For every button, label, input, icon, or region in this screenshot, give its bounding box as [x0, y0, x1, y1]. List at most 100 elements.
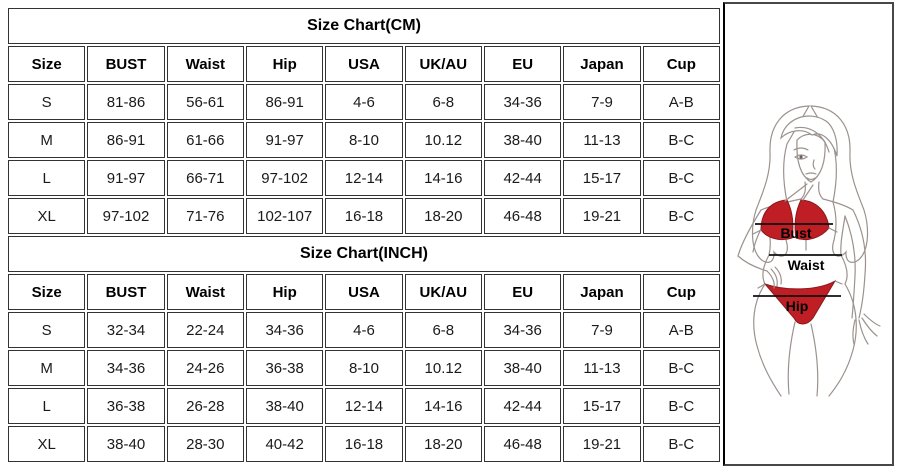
- size-cell: XL: [8, 198, 86, 234]
- value-cell: 34-36: [483, 84, 562, 120]
- nose: [812, 159, 816, 170]
- value-cell: 40-42: [245, 426, 324, 462]
- leg-right-outer: [828, 283, 857, 397]
- value-cell: 34-36: [87, 350, 165, 386]
- section-title: Size Chart(CM): [8, 8, 720, 44]
- value-cell: 46-48: [483, 198, 562, 234]
- value-cell: 38-40: [483, 350, 562, 386]
- value-cell: 34-36: [483, 312, 562, 348]
- size-cell: S: [8, 312, 86, 348]
- value-cell: 36-38: [245, 350, 324, 386]
- value-cell: 91-97: [87, 160, 165, 196]
- column-header: EU: [483, 274, 562, 310]
- header-row: Size BUST Waist Hip USA UK/AU EU Japan Cup: [8, 274, 720, 310]
- value-cell: B-C: [642, 160, 720, 196]
- column-header: UK/AU: [404, 274, 482, 310]
- bikini-straps: [784, 183, 814, 202]
- pupil: [799, 155, 803, 159]
- waist-label: Waist: [788, 257, 825, 273]
- value-cell: 7-9: [563, 84, 641, 120]
- value-cell: 46-48: [483, 426, 562, 462]
- table-row: L 36-38 26-28 38-40 12-14 14-16 42-44 15-17 B-C: [8, 388, 720, 424]
- column-header: Japan: [563, 46, 641, 82]
- value-cell: 34-36: [245, 312, 324, 348]
- column-header: Cup: [642, 274, 720, 310]
- size-cell: S: [8, 84, 86, 120]
- face: [780, 115, 838, 183]
- value-cell: 102-107: [245, 198, 324, 234]
- size-cell: M: [8, 122, 86, 158]
- value-cell: 6-8: [404, 84, 482, 120]
- value-cell: 15-17: [563, 160, 641, 196]
- value-cell: 22-24: [166, 312, 244, 348]
- value-cell: 38-40: [483, 122, 562, 158]
- eyebrow: [793, 147, 809, 151]
- value-cell: 56-61: [166, 84, 244, 120]
- size-cell: L: [8, 388, 86, 424]
- value-cell: 32-34: [87, 312, 165, 348]
- hand-right: [852, 313, 881, 345]
- column-header: BUST: [87, 274, 165, 310]
- arm-right-inner: [844, 215, 856, 319]
- value-cell: 12-14: [325, 388, 403, 424]
- size-cell: M: [8, 350, 86, 386]
- column-header: Cup: [642, 46, 720, 82]
- value-cell: A-B: [642, 84, 720, 120]
- value-cell: 81-86: [87, 84, 165, 120]
- measurement-figure-panel: Bust Waist Hip: [723, 2, 894, 466]
- value-cell: 15-17: [563, 388, 641, 424]
- value-cell: 42-44: [483, 160, 562, 196]
- section-title: Size Chart(INCH): [8, 236, 720, 272]
- leg-left-inner: [787, 321, 796, 395]
- header-row: Size BUST Waist Hip USA UK/AU EU Japan Cup: [8, 46, 720, 82]
- size-chart-cm-section: Size Chart(CM) Size BUST Waist Hip USA UK/AU EU…: [8, 8, 720, 234]
- value-cell: 4-6: [325, 84, 403, 120]
- column-header: Hip: [245, 46, 324, 82]
- table-row: L 91-97 66-71 97-102 12-14 14-16 42-44 15-17 B-C: [8, 160, 720, 196]
- table-row: S 32-34 22-24 34-36 4-6 6-8 34-36 7-9 A-B: [8, 312, 720, 348]
- column-header: Waist: [166, 46, 244, 82]
- table-row: XL 38-40 28-30 40-42 16-18 18-20 46-48 19-21 B-C: [8, 426, 720, 462]
- value-cell: 26-28: [166, 388, 244, 424]
- value-cell: 86-91: [87, 122, 165, 158]
- column-header: Size: [8, 274, 86, 310]
- value-cell: 97-102: [87, 198, 165, 234]
- column-header: USA: [325, 274, 403, 310]
- value-cell: 91-97: [245, 122, 324, 158]
- table-row: XL 97-102 71-76 102-107 16-18 18-20 46-48 19-21…: [8, 198, 720, 234]
- value-cell: A-B: [642, 312, 720, 348]
- value-cell: 19-21: [563, 426, 641, 462]
- table-row: M 86-91 61-66 91-97 8-10 10.12 38-40 11-13 B-C: [8, 122, 720, 158]
- value-cell: 38-40: [245, 388, 324, 424]
- hair-bangs: [780, 115, 838, 157]
- value-cell: 8-10: [325, 122, 403, 158]
- value-cell: 97-102: [245, 160, 324, 196]
- value-cell: 24-26: [166, 350, 244, 386]
- size-cell: L: [8, 160, 86, 196]
- value-cell: 18-20: [404, 426, 482, 462]
- value-cell: 6-8: [404, 312, 482, 348]
- section-title-row: Size Chart(INCH): [8, 236, 720, 272]
- column-header: Waist: [166, 274, 244, 310]
- column-header: UK/AU: [404, 46, 482, 82]
- bikini-bottom: [763, 279, 837, 325]
- hand-left: [737, 255, 782, 289]
- value-cell: B-C: [642, 122, 720, 158]
- value-cell: 7-9: [563, 312, 641, 348]
- value-cell: B-C: [642, 388, 720, 424]
- value-cell: 12-14: [325, 160, 403, 196]
- value-cell: 42-44: [483, 388, 562, 424]
- hip-label: Hip: [786, 298, 809, 314]
- size-chart-tables: Size Chart(CM) Size BUST Waist Hip USA UK/AU EU…: [6, 6, 722, 464]
- value-cell: 10.12: [404, 350, 482, 386]
- value-cell: 38-40: [87, 426, 165, 462]
- value-cell: 71-76: [166, 198, 244, 234]
- arm-right-outer: [852, 209, 867, 319]
- arm-left-outer: [737, 209, 762, 257]
- value-cell: 16-18: [325, 198, 403, 234]
- value-cell: B-C: [642, 350, 720, 386]
- value-cell: 16-18: [325, 426, 403, 462]
- eye: [794, 154, 809, 160]
- size-cell: XL: [8, 426, 86, 462]
